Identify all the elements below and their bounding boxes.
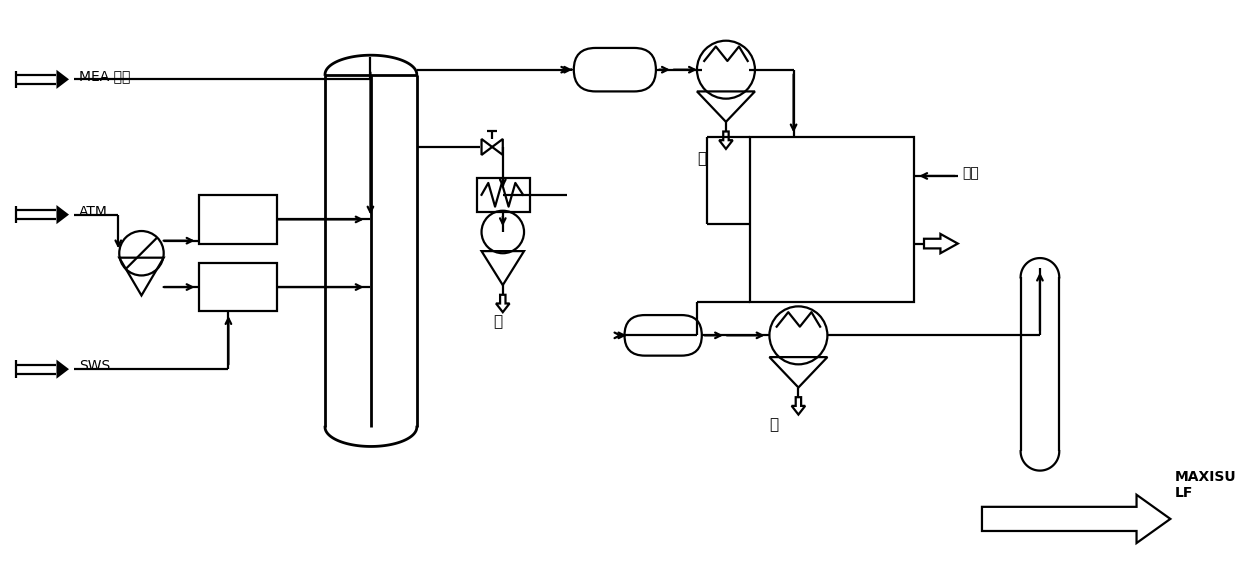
Text: 硫: 硫 bbox=[770, 417, 779, 432]
Polygon shape bbox=[57, 70, 69, 89]
Text: 硫: 硫 bbox=[697, 151, 707, 166]
Text: 硫: 硫 bbox=[494, 314, 502, 329]
Polygon shape bbox=[57, 205, 69, 224]
Text: MAXISU
LF: MAXISU LF bbox=[1176, 470, 1236, 500]
Text: SWS: SWS bbox=[78, 359, 110, 373]
Bar bbox=[200, 195, 277, 243]
Bar bbox=[476, 178, 529, 212]
Text: ATM: ATM bbox=[78, 205, 108, 219]
Bar bbox=[750, 137, 914, 302]
Bar bbox=[200, 263, 277, 311]
Polygon shape bbox=[57, 359, 69, 379]
Text: 蒸汽: 蒸汽 bbox=[962, 166, 980, 180]
Text: MEA 气体: MEA 气体 bbox=[78, 69, 130, 84]
